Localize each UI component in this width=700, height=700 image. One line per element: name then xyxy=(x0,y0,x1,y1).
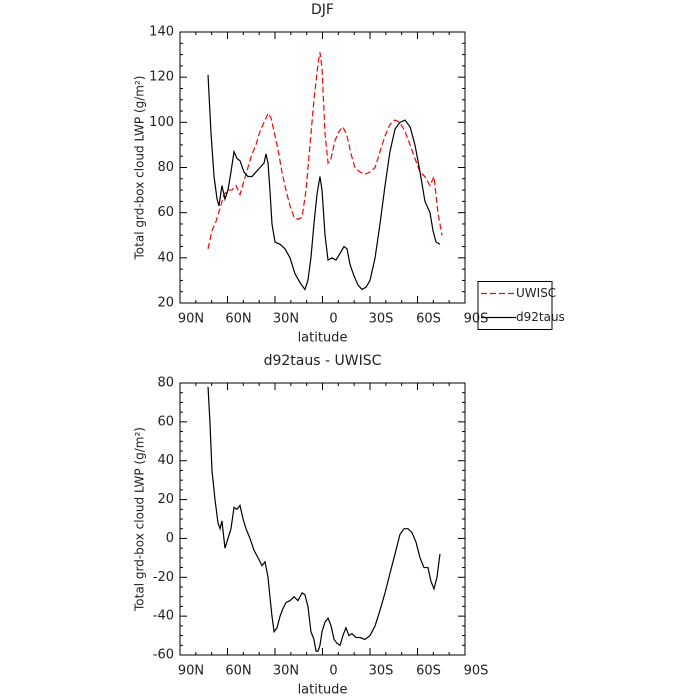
y-tick-label: 80 xyxy=(157,376,174,391)
y-tick-label: 140 xyxy=(149,25,174,40)
x-axis-label: latitude xyxy=(298,331,348,346)
x-tick-label: 90S xyxy=(464,664,489,679)
y-tick-label: 80 xyxy=(157,160,174,175)
y-tick-label: 0 xyxy=(166,531,174,546)
y-tick-label: 100 xyxy=(149,115,174,130)
x-tick-label: 90N xyxy=(178,312,204,327)
legend-box xyxy=(477,281,553,330)
y-tick-label: 20 xyxy=(157,296,174,311)
y-tick-label: -40 xyxy=(153,609,174,624)
chart-title: d92taus - UWISC xyxy=(264,353,382,369)
data-line xyxy=(207,386,441,652)
chart-title: DJF xyxy=(311,2,334,18)
x-tick-label: 30S xyxy=(369,664,394,679)
y-tick-label: 40 xyxy=(157,453,174,468)
x-tick-label: 0 xyxy=(329,312,337,327)
y-tick-label: 20 xyxy=(157,492,174,507)
y-tick-label: 60 xyxy=(157,414,174,429)
x-tick-label: 30N xyxy=(273,312,299,327)
x-tick-label: 90N xyxy=(178,664,204,679)
data-line xyxy=(207,52,443,249)
y-tick-label: -60 xyxy=(153,648,174,663)
x-tick-label: 30N xyxy=(273,664,299,679)
x-axis-label: latitude xyxy=(298,683,348,698)
x-tick-label: 30S xyxy=(369,312,394,327)
x-tick-label: 90S xyxy=(464,312,489,327)
y-axis-label: Total grd-box cloud LWP (g/m²) xyxy=(133,76,147,261)
x-tick-label: 60S xyxy=(416,312,441,327)
x-tick-label: 60N xyxy=(225,664,251,679)
x-tick-label: 0 xyxy=(329,664,337,679)
y-axis-label: Total grd-box cloud LWP (g/m²) xyxy=(133,427,147,612)
y-tick-label: 120 xyxy=(149,70,174,85)
legend-label: UWISC xyxy=(516,286,556,300)
y-tick-label: 40 xyxy=(157,250,174,265)
y-tick-label: 60 xyxy=(157,205,174,220)
plot-frame xyxy=(179,382,466,656)
x-tick-label: 60N xyxy=(225,312,251,327)
data-line xyxy=(207,74,441,291)
x-tick-label: 60S xyxy=(416,664,441,679)
legend-label: d92taus xyxy=(516,310,565,324)
y-tick-label: -20 xyxy=(153,570,174,585)
